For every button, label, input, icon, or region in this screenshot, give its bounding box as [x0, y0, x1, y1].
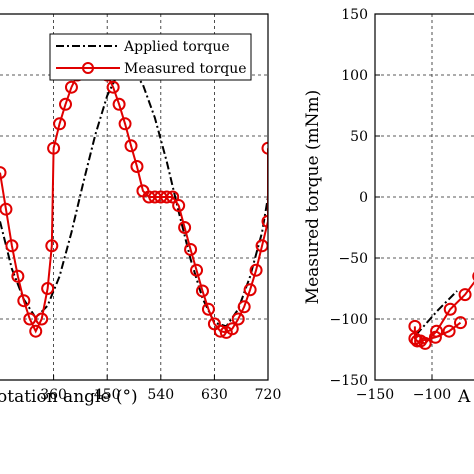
left-x-tick-label: 720 — [255, 387, 282, 403]
right-measured-point — [414, 334, 428, 348]
right-measured-point — [472, 271, 474, 281]
measured-torque-point — [195, 284, 209, 298]
left-x-tick-label: 450 — [94, 387, 121, 403]
measured-torque-point — [213, 324, 227, 338]
measured-torque-point — [237, 300, 251, 314]
right-measured-line — [420, 321, 462, 342]
measured-torque-point — [118, 117, 132, 131]
measured-torque-point — [45, 239, 59, 253]
measured-torque-point — [0, 166, 7, 180]
right-y-axis-label: Measured torque (mNm) — [303, 90, 323, 305]
left-series — [0, 50, 268, 339]
measured-torque-point — [0, 202, 13, 216]
right-y-tick-label: 100 — [341, 68, 368, 84]
measured-torque-point — [166, 190, 180, 204]
measured-torque-point — [112, 97, 126, 111]
right-y-tick-label: 0 — [359, 190, 368, 206]
right-y-tick-label: −100 — [330, 312, 368, 328]
right-x-axis-label: A — [457, 387, 471, 407]
measured-torque-point — [64, 80, 78, 94]
right-measured-point — [408, 319, 422, 333]
legend-measured-label: Measured torque — [124, 61, 247, 77]
right-y-tick-label: −150 — [330, 373, 368, 389]
measured-torque-point — [243, 283, 257, 297]
right-y-tick-label: 150 — [341, 7, 368, 23]
measured-torque-point — [53, 117, 67, 131]
measured-torque-point — [190, 263, 204, 277]
left-x-axis-label: otation angle (°) — [0, 387, 138, 407]
legend-box — [49, 33, 252, 81]
measured-torque-point — [231, 312, 245, 326]
left-x-tick-label: 360 — [40, 387, 67, 403]
right-x-tick-label: −150 — [356, 387, 394, 403]
measured-torque-point — [35, 312, 49, 326]
measured-torque-point — [41, 282, 55, 295]
measured-torque-point — [124, 139, 138, 153]
measured-torque-point — [160, 190, 174, 204]
left-x-ticks: 360 450 540 630 720 — [40, 375, 281, 403]
measured-torque-point — [178, 221, 192, 234]
left-x-tick-label: 540 — [147, 387, 174, 403]
left-chart: 360 450 540 630 720 otation angle (°) Applie… — [0, 13, 281, 407]
measured-torque-point — [225, 322, 239, 336]
measured-torque-point — [17, 294, 31, 308]
right-y-tick-label: −50 — [338, 251, 368, 267]
right-measured-point — [443, 302, 457, 316]
measured-torque-line — [0, 55, 268, 334]
legend: Applied torque Measured torque — [49, 33, 252, 81]
left-x-tick-label: 630 — [201, 387, 228, 403]
measured-torque-point — [249, 263, 263, 277]
right-applied-line — [415, 290, 458, 336]
measured-torque-point — [261, 141, 268, 155]
right-measured-point — [442, 324, 456, 338]
right-measured-point — [428, 330, 442, 344]
measured-torque-point — [172, 199, 186, 213]
measured-torque-point — [47, 141, 61, 155]
right-chart: 150 100 50 0 −50 −100 −150−150 −100 Measured to… — [303, 7, 474, 407]
measured-torque-point — [261, 214, 268, 228]
measured-torque-point — [201, 302, 215, 316]
right-measured-point — [454, 316, 467, 330]
measured-torque-point — [59, 97, 73, 111]
right-x-tick-label: −100 — [413, 387, 451, 403]
measured-torque-point — [5, 239, 19, 253]
legend-measured-marker — [82, 62, 94, 74]
right-series — [408, 271, 474, 350]
measured-torque-point — [11, 269, 25, 283]
right-y-tick-label: 50 — [350, 129, 368, 145]
measured-torque-point — [130, 160, 144, 173]
measured-torque-point — [184, 242, 198, 256]
right-measured-point — [458, 288, 472, 302]
left-axes-frame — [0, 13, 269, 381]
legend-applied-label: Applied torque — [123, 39, 230, 55]
measured-torque-point — [106, 80, 120, 94]
right-grid — [375, 14, 474, 380]
measured-torque-point — [29, 324, 43, 338]
right-ticks: 150 100 50 0 −50 −100 −150−150 −100 — [330, 7, 452, 403]
